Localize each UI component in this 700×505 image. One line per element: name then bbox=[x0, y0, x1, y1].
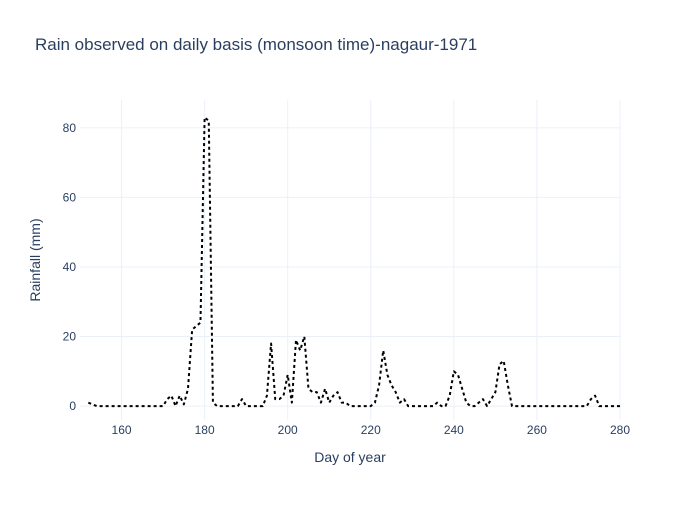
x-tick-label: 180 bbox=[195, 423, 215, 437]
y-tick-label: 40 bbox=[63, 260, 77, 274]
tick-layer: 160 180 200 220 240 260 280 0 20 40 60 80 bbox=[63, 121, 631, 437]
x-tick-label: 260 bbox=[527, 423, 547, 437]
series-layer bbox=[87, 116, 620, 408]
y-tick-label: 60 bbox=[63, 190, 77, 204]
x-tick-label: 240 bbox=[444, 423, 464, 437]
x-tick-label: 200 bbox=[278, 423, 298, 437]
y-tick-label: 0 bbox=[69, 399, 76, 413]
x-axis-label: Day of year bbox=[314, 449, 386, 465]
x-tick-label: 280 bbox=[610, 423, 630, 437]
x-tick-label: 220 bbox=[361, 423, 381, 437]
y-axis-label: Rainfall (mm) bbox=[27, 218, 43, 301]
x-tick-label: 160 bbox=[112, 423, 132, 437]
grid-layer bbox=[80, 100, 621, 420]
chart-title: Rain observed on daily basis (monsoon ti… bbox=[35, 35, 477, 54]
rainfall-series-line bbox=[87, 116, 620, 408]
y-tick-label: 80 bbox=[63, 121, 77, 135]
y-tick-label: 20 bbox=[63, 330, 77, 344]
